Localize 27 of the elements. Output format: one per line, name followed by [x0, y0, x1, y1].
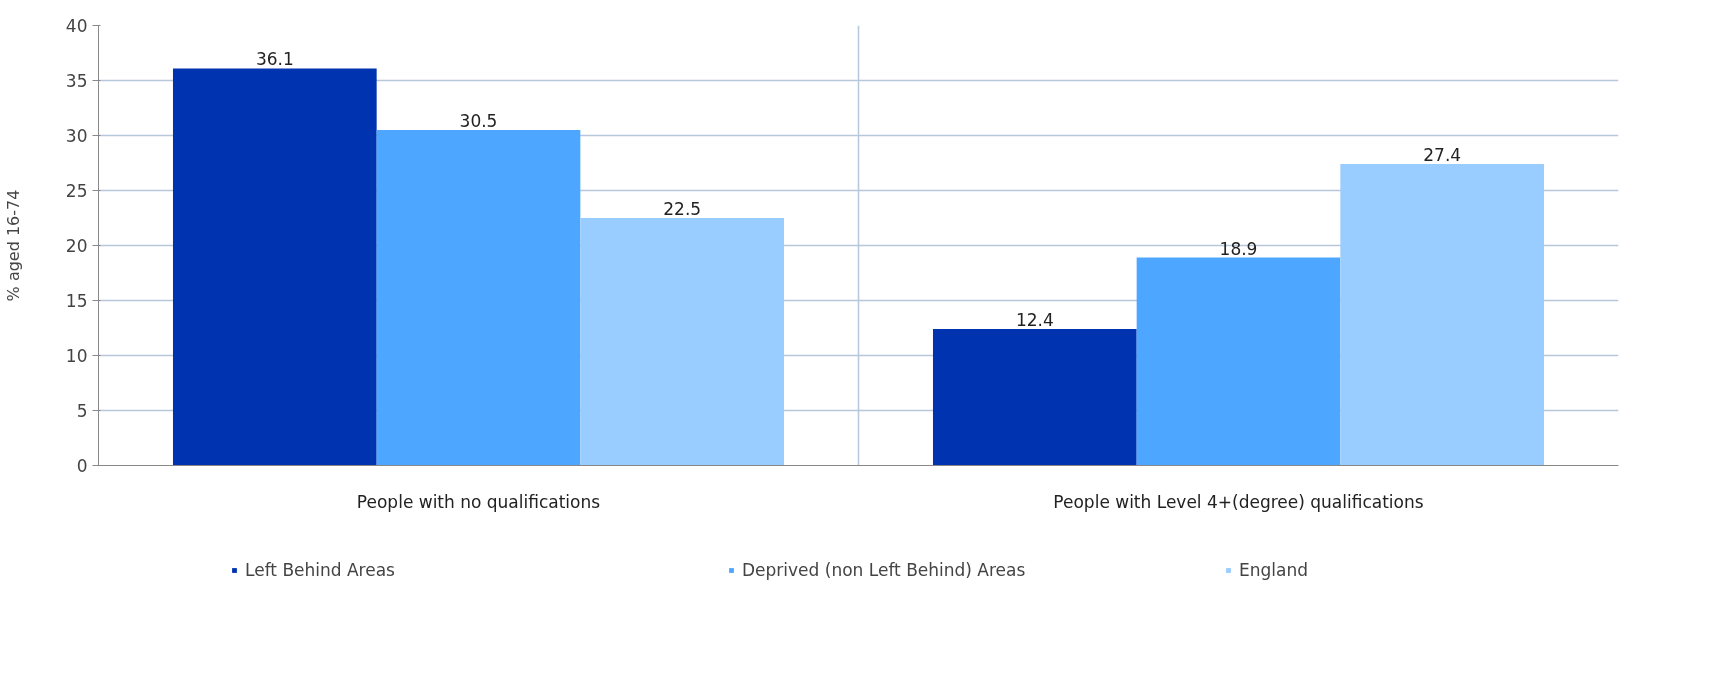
bar	[932, 329, 1137, 466]
x-tick-label: People with no qualifications	[356, 491, 601, 512]
y-tick-label: 15	[65, 291, 88, 311]
y-tick-label: 40	[65, 16, 88, 36]
bar	[172, 68, 377, 466]
y-tick-label: 10	[65, 346, 88, 366]
data-label: 22.5	[663, 199, 702, 219]
data-label: 30.5	[459, 111, 498, 131]
bar	[376, 130, 581, 466]
legend-label: England	[1239, 560, 1309, 580]
bar	[580, 218, 785, 466]
y-tick-label: 0	[76, 456, 88, 476]
y-tick-label: 20	[65, 236, 88, 256]
x-tick-label: People with Level 4+(degree) qualifications	[1053, 491, 1424, 512]
bar	[1340, 164, 1545, 466]
y-tick-label: 5	[76, 401, 88, 421]
data-label: 12.4	[1015, 310, 1054, 331]
legend-label: Deprived (non Left Behind) Areas	[742, 560, 1027, 580]
y-tick-label: 25	[65, 181, 88, 201]
data-label: 27.4	[1423, 145, 1462, 166]
y-axis-title: % aged 16-74	[3, 189, 23, 302]
y-tick-label: 35	[65, 71, 88, 91]
bar	[1136, 257, 1341, 466]
data-label: 18.9	[1219, 238, 1258, 259]
y-tick-label: 30	[65, 126, 88, 146]
legend-label: Left Behind Areas	[245, 560, 396, 580]
data-label: 36.1	[255, 49, 294, 70]
